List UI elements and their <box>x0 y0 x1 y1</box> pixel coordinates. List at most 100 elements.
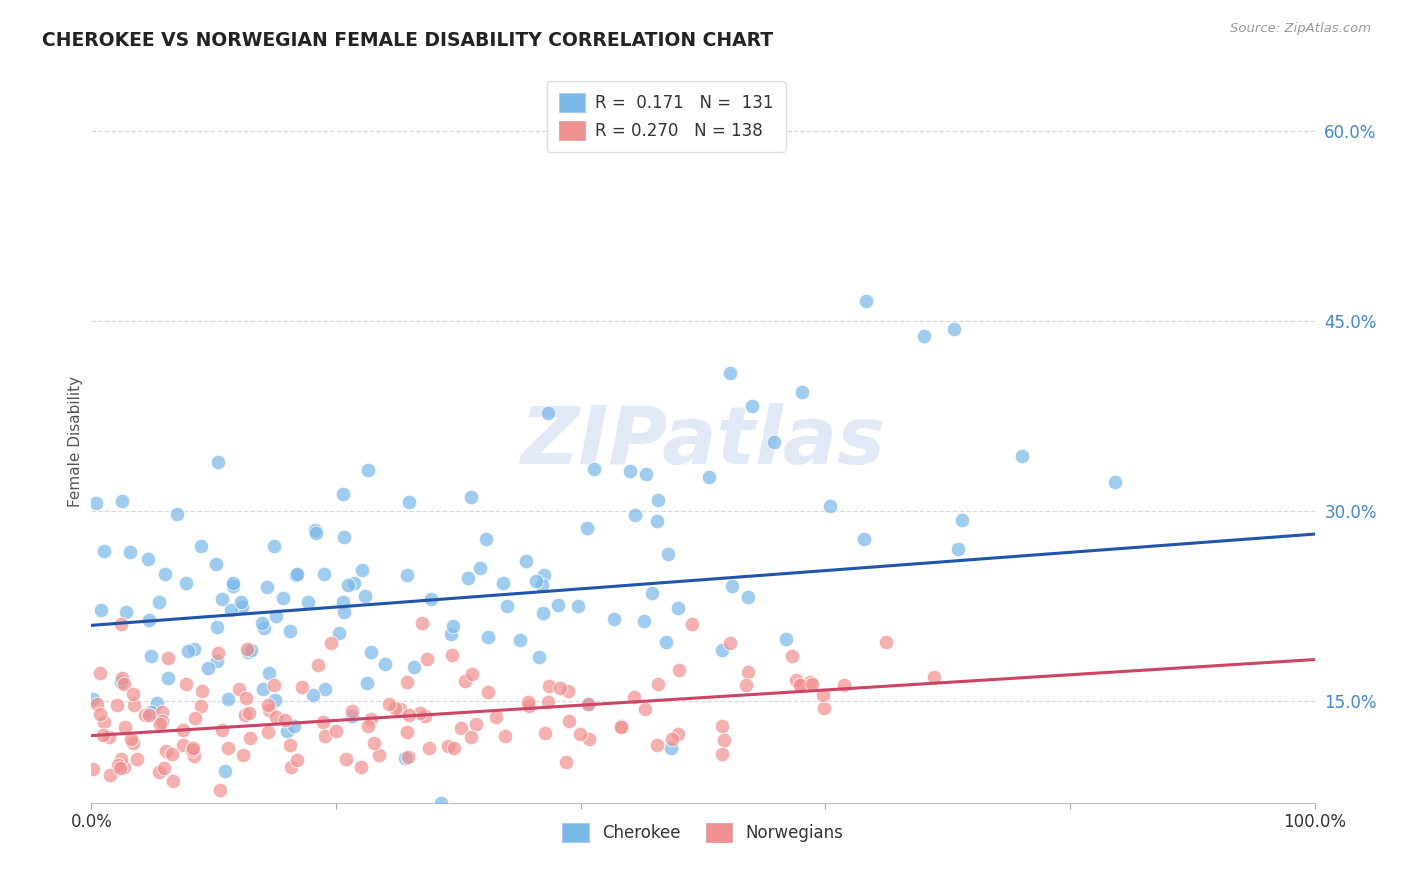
Point <box>256 698 278 712</box>
Point <box>356 676 378 690</box>
Point <box>357 463 380 477</box>
Point <box>217 692 239 706</box>
Point <box>274 713 297 727</box>
Point <box>257 666 280 681</box>
Point <box>146 696 169 710</box>
Point <box>413 709 436 723</box>
Point <box>278 624 301 638</box>
Point <box>950 513 973 527</box>
Point <box>240 643 263 657</box>
Point <box>211 592 233 607</box>
Point <box>799 674 821 689</box>
Point <box>121 736 143 750</box>
Point <box>297 595 319 609</box>
Point <box>121 687 143 701</box>
Point <box>181 743 204 757</box>
Point <box>264 709 287 723</box>
Point <box>367 747 389 762</box>
Point <box>110 752 132 766</box>
Point <box>183 741 205 756</box>
Point <box>120 544 142 558</box>
Point <box>443 741 465 756</box>
Point <box>153 761 176 775</box>
Point <box>852 533 875 547</box>
Point <box>811 689 834 703</box>
Point <box>785 673 807 687</box>
Point <box>256 580 278 594</box>
Point <box>150 705 173 719</box>
Point <box>531 607 554 621</box>
Point <box>922 670 945 684</box>
Point <box>645 738 668 752</box>
Point <box>440 627 463 641</box>
Point <box>624 508 647 523</box>
Point <box>453 673 475 688</box>
Point <box>820 499 842 513</box>
Point <box>222 575 245 590</box>
Point <box>418 741 440 756</box>
Point <box>354 589 377 603</box>
Point <box>314 682 336 697</box>
Point <box>576 521 599 535</box>
Point <box>228 681 250 696</box>
Point <box>328 625 350 640</box>
Point <box>235 691 257 706</box>
Point <box>335 752 357 766</box>
Point <box>232 747 254 762</box>
Point <box>174 575 197 590</box>
Point <box>576 698 599 712</box>
Point <box>98 730 121 744</box>
Point <box>190 683 212 698</box>
Point <box>555 755 578 769</box>
Point <box>190 539 212 553</box>
Point <box>110 617 132 632</box>
Point <box>325 724 347 739</box>
Point <box>710 643 733 657</box>
Point <box>610 719 633 733</box>
Point <box>138 613 160 627</box>
Point <box>557 684 579 698</box>
Point <box>388 702 411 716</box>
Point <box>775 632 797 646</box>
Point <box>395 724 418 739</box>
Point <box>534 726 557 740</box>
Text: Source: ZipAtlas.com: Source: ZipAtlas.com <box>1230 22 1371 36</box>
Point <box>492 576 515 591</box>
Point <box>82 691 104 706</box>
Point <box>333 605 356 619</box>
Point <box>517 698 540 713</box>
Point <box>402 660 425 674</box>
Point <box>373 827 395 841</box>
Point <box>273 591 295 605</box>
Point <box>394 751 416 765</box>
Point <box>668 663 690 677</box>
Point <box>526 574 548 589</box>
Point <box>112 677 135 691</box>
Point <box>252 616 274 631</box>
Point <box>138 708 160 723</box>
Point <box>343 576 366 591</box>
Point <box>263 678 285 692</box>
Point <box>197 661 219 675</box>
Point <box>134 707 156 722</box>
Point <box>441 648 464 662</box>
Point <box>253 621 276 635</box>
Point <box>699 470 721 484</box>
Point <box>136 551 159 566</box>
Y-axis label: Female Disability: Female Disability <box>67 376 83 508</box>
Point <box>257 703 280 717</box>
Point <box>641 585 664 599</box>
Point <box>633 615 655 629</box>
Point <box>127 752 149 766</box>
Point <box>460 730 482 744</box>
Point <box>207 646 229 660</box>
Point <box>89 706 111 721</box>
Point <box>912 329 935 343</box>
Point <box>305 525 328 540</box>
Point <box>217 741 239 756</box>
Point <box>363 737 385 751</box>
Point <box>741 399 763 413</box>
Point <box>205 557 228 571</box>
Point <box>148 765 170 780</box>
Point <box>350 563 373 577</box>
